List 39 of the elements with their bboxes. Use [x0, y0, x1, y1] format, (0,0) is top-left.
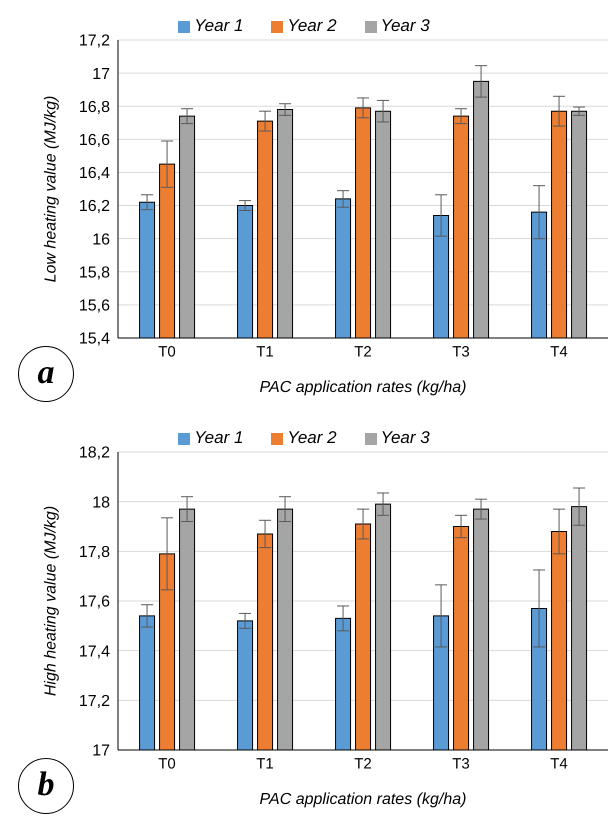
y-tick-label: 16	[92, 231, 110, 248]
y-tick-label: 17	[92, 742, 110, 760]
text: b	[36, 766, 56, 804]
y-tick-label: 16,6	[78, 132, 110, 150]
legend-label: Year 3	[380, 428, 430, 447]
x-tick-label: T0	[158, 344, 176, 361]
y-tick-label: 17,8	[78, 544, 110, 562]
y-tick-label: 17,2	[78, 693, 110, 710]
x-tick-label: T1	[256, 756, 274, 773]
x-axis-title: PAC application rates (kg/ha)	[260, 379, 466, 396]
x-tick-label: T3	[452, 344, 470, 361]
legend-label: Year 2	[287, 428, 337, 447]
x-axis-title: PAC application rates (kg/ha)	[260, 791, 466, 808]
y-tick-label: 15,6	[78, 298, 110, 315]
legend-label: Year 1	[194, 16, 244, 35]
x-tick-label: T0	[158, 756, 176, 773]
x-tick-label: T3	[452, 756, 470, 773]
y-axis-title: High heating value (MJ/kg)	[42, 506, 60, 696]
y-tick-label: 15,8	[78, 264, 110, 282]
y-tick-label: 15,4	[78, 330, 110, 348]
y-tick-label: 17,2	[78, 32, 110, 50]
legend-label: Year 2	[287, 16, 337, 35]
legend-label: Year 1	[194, 428, 244, 447]
y-tick-label: 18,2	[78, 444, 110, 462]
x-tick-label: T2	[354, 756, 372, 773]
y-tick-label: 16,4	[78, 165, 110, 182]
text: a	[36, 354, 56, 392]
x-tick-label: T4	[550, 344, 568, 361]
y-tick-label: 17	[92, 66, 110, 83]
legend-label: Year 3	[380, 16, 430, 35]
x-tick-label: T4	[550, 756, 568, 773]
y-tick-label: 17,4	[78, 643, 110, 660]
y-tick-label: 18	[92, 494, 110, 512]
y-tick-label: 16,8	[78, 98, 110, 116]
y-tick-label: 17,6	[78, 594, 110, 611]
y-tick-label: 16,2	[78, 198, 110, 216]
x-tick-label: T1	[256, 344, 274, 361]
x-tick-label: T2	[354, 344, 372, 361]
y-axis-title: Low heating value (MJ/kg)	[42, 96, 60, 282]
